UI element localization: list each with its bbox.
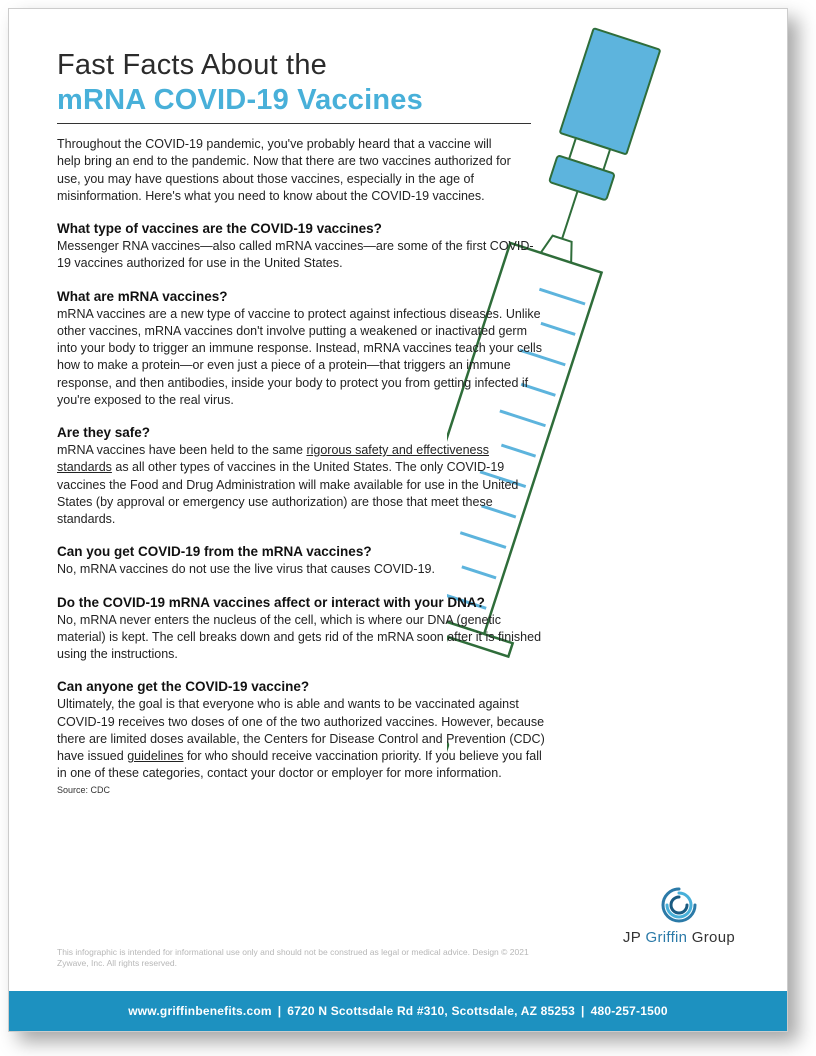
answer: mRNA vaccines have been held to the same… — [57, 442, 547, 528]
content-area: Fast Facts About the mRNA COVID-19 Vacci… — [9, 9, 549, 795]
question: Can anyone get the COVID-19 vaccine? — [57, 679, 547, 694]
section-4: Do the COVID-19 mRNA vaccines affect or … — [57, 595, 547, 664]
section-5: Can anyone get the COVID-19 vaccine? Ult… — [57, 679, 547, 794]
title-line-1: Fast Facts About the — [57, 49, 501, 82]
question: Do the COVID-19 mRNA vaccines affect or … — [57, 595, 547, 610]
footer-website[interactable]: www.griffinbenefits.com — [128, 1004, 272, 1018]
question: Are they safe? — [57, 425, 547, 440]
link-guidelines[interactable]: guidelines — [127, 749, 183, 763]
answer: No, mRNA vaccines do not use the live vi… — [57, 561, 547, 578]
answer-post: as all other types of vaccines in the Un… — [57, 460, 518, 526]
answer: Messenger RNA vaccines—also called mRNA … — [57, 238, 547, 273]
separator-icon: | — [278, 1004, 282, 1018]
answer-pre: mRNA vaccines have been held to the same — [57, 443, 306, 457]
logo-griffin: Griffin — [645, 929, 687, 946]
answer: mRNA vaccines are a new type of vaccine … — [57, 306, 547, 410]
logo-swirl-icon — [659, 885, 699, 925]
intro-paragraph: Throughout the COVID-19 pandemic, you've… — [57, 136, 517, 205]
logo-block: JP Griffin Group — [623, 885, 735, 946]
title-line-2: mRNA COVID-19 Vaccines — [57, 84, 531, 124]
question: What are mRNA vaccines? — [57, 289, 547, 304]
question: Can you get COVID-19 from the mRNA vacci… — [57, 544, 547, 559]
disclaimer-text: This infographic is intended for informa… — [57, 947, 537, 969]
section-3: Can you get COVID-19 from the mRNA vacci… — [57, 544, 547, 578]
logo-text: JP Griffin Group — [623, 929, 735, 946]
section-0: What type of vaccines are the COVID-19 v… — [57, 221, 547, 273]
section-2: Are they safe? mRNA vaccines have been h… — [57, 425, 547, 528]
footer-address: 6720 N Scottsdale Rd #310, Scottsdale, A… — [287, 1004, 575, 1018]
footer-phone[interactable]: 480-257-1500 — [591, 1004, 668, 1018]
footer-bar: www.griffinbenefits.com | 6720 N Scottsd… — [9, 991, 787, 1031]
source-line: Source: CDC — [57, 785, 547, 795]
question: What type of vaccines are the COVID-19 v… — [57, 221, 547, 236]
logo-group: Group — [692, 929, 735, 946]
separator-icon: | — [581, 1004, 585, 1018]
page: Fast Facts About the mRNA COVID-19 Vacci… — [8, 8, 788, 1032]
section-1: What are mRNA vaccines? mRNA vaccines ar… — [57, 289, 547, 410]
logo-jp: JP — [623, 929, 641, 946]
answer: No, mRNA never enters the nucleus of the… — [57, 612, 547, 664]
answer: Ultimately, the goal is that everyone wh… — [57, 696, 547, 782]
